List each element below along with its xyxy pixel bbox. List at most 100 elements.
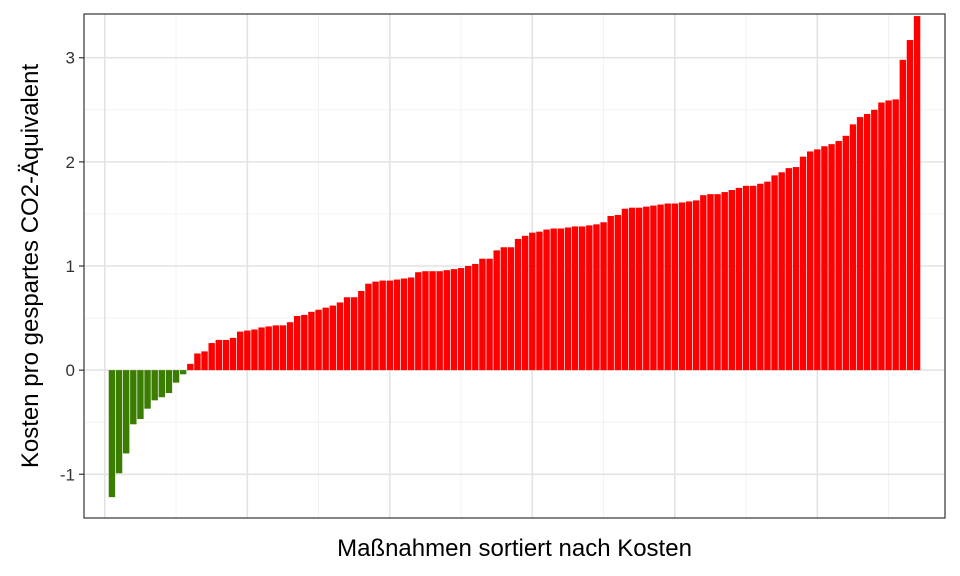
bar — [678, 202, 686, 371]
bar — [550, 228, 557, 371]
bar — [407, 277, 415, 371]
bar — [785, 168, 793, 371]
y-tick-label: 2 — [66, 153, 75, 172]
bar — [899, 59, 907, 371]
bar — [650, 205, 657, 371]
bar — [265, 326, 272, 371]
bar — [521, 235, 529, 371]
bar — [229, 337, 237, 371]
bar — [635, 207, 643, 371]
bar — [450, 269, 458, 371]
y-tick-label: 3 — [66, 49, 75, 68]
bar — [885, 100, 892, 371]
bar — [828, 144, 835, 371]
bar — [792, 167, 800, 371]
bar — [892, 99, 899, 371]
bar — [272, 325, 280, 371]
bar — [586, 225, 593, 371]
bar — [350, 297, 358, 371]
bar — [835, 141, 842, 371]
bar — [529, 232, 536, 371]
bar — [593, 224, 600, 371]
bar — [443, 270, 451, 371]
y-tick-label: 0 — [66, 361, 75, 380]
bar — [130, 370, 137, 425]
bar — [464, 266, 472, 371]
bar — [187, 363, 194, 371]
bar — [514, 238, 522, 371]
bar — [856, 117, 864, 371]
bar — [108, 370, 116, 498]
bar — [279, 325, 287, 371]
bar — [158, 370, 166, 398]
bar — [194, 353, 201, 371]
bar — [842, 135, 850, 371]
y-axis-title: Kosten pro gespartes CO2-Äquivalent — [17, 64, 44, 469]
bar — [571, 226, 579, 371]
bar — [236, 331, 244, 371]
bar — [749, 185, 757, 371]
bar — [607, 216, 614, 371]
y-axis: -1 0 1 2 3 — [60, 49, 84, 484]
bar — [343, 297, 351, 371]
bar — [764, 181, 771, 371]
bar — [322, 307, 329, 371]
bar — [286, 322, 294, 371]
bar — [742, 185, 750, 371]
bar — [614, 214, 622, 371]
bar — [557, 228, 565, 371]
bar — [878, 102, 885, 371]
bar — [821, 146, 828, 371]
bar — [379, 280, 386, 371]
bar — [814, 149, 821, 371]
bar — [863, 113, 871, 371]
bar — [493, 250, 500, 371]
bar — [365, 283, 372, 371]
bar — [115, 370, 123, 474]
bar — [913, 16, 921, 371]
bar — [172, 370, 180, 383]
bar — [472, 263, 479, 371]
bar — [778, 172, 785, 371]
bar — [336, 302, 344, 371]
bar — [799, 156, 807, 371]
y-tick-label: -1 — [60, 465, 75, 484]
bar — [301, 314, 308, 371]
bar — [621, 208, 629, 371]
y-tick-label: 1 — [66, 257, 75, 276]
bar — [721, 192, 728, 371]
bar — [393, 279, 401, 371]
bar — [201, 351, 208, 371]
bar — [671, 203, 679, 371]
bar — [500, 247, 508, 371]
bar — [293, 315, 301, 371]
bar — [600, 222, 607, 371]
bar — [429, 271, 436, 371]
x-axis-title: Maßnahmen sortiert nach Kosten — [337, 535, 692, 562]
bar — [436, 271, 443, 371]
bar — [735, 187, 743, 371]
bar — [329, 305, 337, 371]
bar — [628, 207, 636, 371]
bar — [657, 204, 664, 371]
bar — [486, 258, 493, 371]
bar — [871, 109, 878, 371]
bar — [400, 278, 408, 371]
bar — [543, 229, 550, 371]
bar — [578, 226, 586, 371]
bar — [564, 227, 572, 371]
bar — [372, 281, 379, 371]
bar — [692, 200, 700, 371]
bar — [386, 280, 394, 371]
bar — [422, 271, 429, 371]
bars — [108, 16, 921, 498]
bar — [771, 175, 778, 371]
bar — [536, 231, 543, 371]
bar — [415, 272, 422, 371]
bar — [700, 195, 707, 371]
bar — [707, 194, 714, 371]
bar — [208, 343, 215, 371]
bar — [122, 370, 130, 454]
bar — [137, 370, 144, 420]
